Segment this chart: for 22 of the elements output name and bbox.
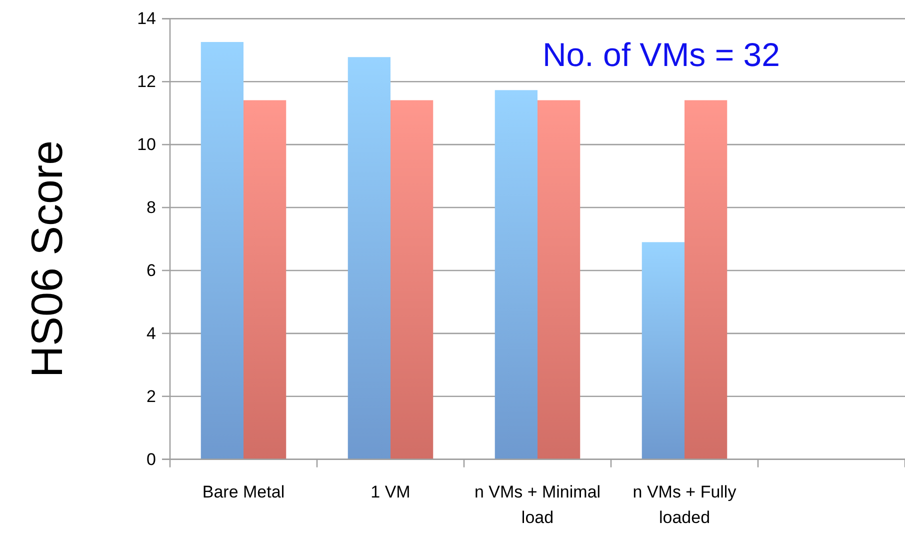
annotation: No. of VMs = 32 [542,36,780,73]
bar [538,100,580,460]
y-tick-label: 14 [137,9,156,28]
x-tick-label: n VMs + Minimal load [474,482,601,527]
y-tick-label: 12 [137,72,156,92]
y-tick-label: 6 [146,260,156,280]
y-tick-label: 10 [137,135,156,154]
y-axis-title: HS06 Score [23,140,72,378]
x-tick-label: Bare Metal [202,482,285,502]
x-tick-label: 1 VM [370,482,410,502]
y-tick-label: 4 [146,324,156,343]
bar [244,100,286,460]
bar [684,100,728,460]
bar [390,100,434,460]
bar [494,90,538,460]
bar [642,242,684,460]
x-tick-label: n VMs + Fully loaded [632,482,737,527]
y-tick-label: 8 [146,198,156,217]
y-tick-label: 0 [146,450,156,469]
y-tick-label: 2 [146,386,156,406]
bar [348,57,390,460]
bar [200,42,244,460]
